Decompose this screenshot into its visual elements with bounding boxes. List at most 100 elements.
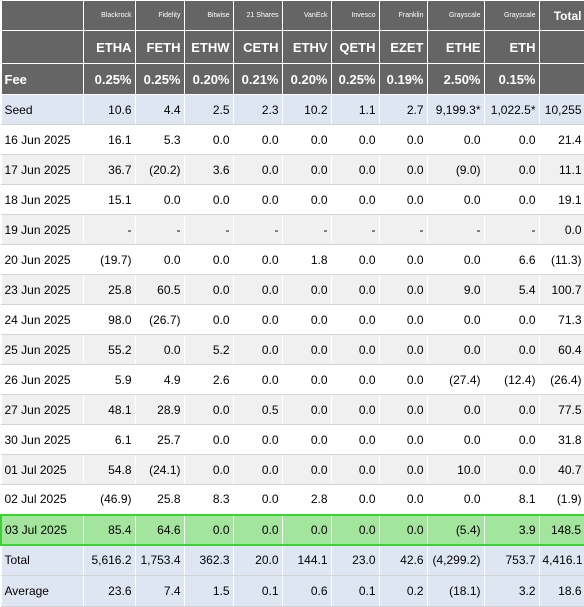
ticker-header-cell: ETHA <box>82 30 136 64</box>
issuer-header-cell: Blackrock <box>82 0 136 31</box>
flow-cell: 0.0 <box>330 513 380 546</box>
row-label: 18 Jun 2025 <box>0 184 84 215</box>
flow-cell: 0.0 <box>330 454 380 485</box>
flow-cell: 2.6 <box>183 364 234 395</box>
flow-cell: (12.4) <box>483 364 540 395</box>
flow-cell: 0.0 <box>232 304 283 335</box>
flow-cell: 0.0 <box>426 484 485 515</box>
flow-cell: 31.8 <box>538 424 584 455</box>
ticker-header-cell: ETHE <box>426 30 485 64</box>
fee-cell: 0.19% <box>378 63 428 95</box>
fee-cell <box>538 63 584 95</box>
flow-cell: 0.0 <box>281 364 332 395</box>
flow-cell: 0.0 <box>483 184 540 215</box>
flow-cell: 6.1 <box>82 424 136 455</box>
flow-cell: (27.4) <box>426 364 485 395</box>
flow-cell: - <box>134 214 185 245</box>
flow-cell: 0.0 <box>232 454 283 485</box>
flow-cell: 2.8 <box>281 484 332 515</box>
flow-cell: 0.0 <box>281 304 332 335</box>
flow-cell: 8.3 <box>183 484 234 515</box>
issuer-header-cell: 21 Shares <box>232 0 283 31</box>
flow-cell: 0.0 <box>183 124 234 155</box>
flow-cell: 0.1 <box>330 575 380 607</box>
flow-cell: 6.6 <box>483 244 540 275</box>
flow-cell: 10,255 <box>538 94 584 125</box>
flow-cell: 0.0 <box>330 304 380 335</box>
flow-cell: 2.3 <box>232 94 283 125</box>
flow-cell: 5.3 <box>134 124 185 155</box>
flow-cell: 3.2 <box>483 575 540 607</box>
fee-cell: 0.25% <box>134 63 185 95</box>
flow-cell: 5,616.2 <box>82 544 136 576</box>
table-row: 01 Jul 2025 54.8 (24.1) 0.0 0.0 0.0 0.0 0.0 10.0… <box>0 454 584 485</box>
ticker-header-cell: QETH <box>330 30 380 64</box>
flow-cell: 8.1 <box>483 484 540 515</box>
flow-cell: 5.4 <box>483 274 540 305</box>
table-row: Total 5,616.2 1,753.4 362.3 20.0 144.1 23.0 42.… <box>0 544 584 576</box>
flow-cell: 0.0 <box>330 334 380 365</box>
row-label: 03 Jul 2025 <box>0 513 84 546</box>
flow-cell: 0.0 <box>483 454 540 485</box>
flow-cell: 25.8 <box>134 484 185 515</box>
issuer-header-cell: Invesco <box>330 0 380 31</box>
fee-row: Fee 0.25% 0.25% 0.20% 0.21% 0.20% 0.25% … <box>0 63 584 95</box>
flow-cell: (18.1) <box>426 575 485 607</box>
flow-cell: 42.6 <box>378 544 428 576</box>
flow-cell: 100.7 <box>538 274 584 305</box>
flow-cell: 0.0 <box>378 364 428 395</box>
flow-cell: 60.4 <box>538 334 584 365</box>
flow-cell: (11.3) <box>538 244 584 275</box>
flow-cell: 60.5 <box>134 274 185 305</box>
flow-cell: 0.0 <box>330 244 380 275</box>
flow-cell: 0.0 <box>134 244 185 275</box>
flow-cell: 0.0 <box>232 334 283 365</box>
flow-cell: 0.0 <box>232 184 283 215</box>
flow-cell: 0.0 <box>281 274 332 305</box>
flow-cell: 0.0 <box>483 154 540 185</box>
flow-cell: - <box>82 214 136 245</box>
flow-cell: - <box>483 214 540 245</box>
flow-cell: 0.0 <box>378 274 428 305</box>
flow-cell: 40.7 <box>538 454 584 485</box>
flow-cell: 23.6 <box>82 575 136 607</box>
issuer-header-cell: Fidelity <box>134 0 185 31</box>
issuer-header-cell: Bitwise <box>183 0 234 31</box>
flow-cell: (4,299.2) <box>426 544 485 576</box>
flow-cell: 362.3 <box>183 544 234 576</box>
row-label: 27 Jun 2025 <box>0 394 84 425</box>
table-row: 02 Jul 2025 (46.9) 25.8 8.3 0.0 2.8 0.0 0.0 0.0 8… <box>0 484 584 515</box>
flow-cell: 20.0 <box>232 544 283 576</box>
flow-cell: (46.9) <box>82 484 136 515</box>
flow-cell: 0.0 <box>232 244 283 275</box>
fee-cell: 0.25% <box>82 63 136 95</box>
fee-cell: 2.50% <box>426 63 485 95</box>
flow-cell: - <box>426 214 485 245</box>
ticker-header-cell: ETH <box>483 30 540 64</box>
flow-cell: 0.0 <box>134 334 185 365</box>
flow-cell: 0.0 <box>281 513 332 546</box>
flow-cell: 4,416.1 <box>538 544 584 576</box>
flow-cell: 0.0 <box>330 124 380 155</box>
flow-cell: 98.0 <box>82 304 136 335</box>
flow-cell: - <box>281 214 332 245</box>
ticker-header-cell: ETHW <box>183 30 234 64</box>
issuer-header-cell: Franklin <box>378 0 428 31</box>
flow-cell: 0.0 <box>483 394 540 425</box>
row-label: 19 Jun 2025 <box>0 214 84 245</box>
flow-cell: 0.0 <box>232 124 283 155</box>
flow-cell: (19.7) <box>82 244 136 275</box>
row-label: 16 Jun 2025 <box>0 124 84 155</box>
flow-cell: 0.0 <box>378 484 428 515</box>
flow-cell: 0.0 <box>378 513 428 546</box>
flow-cell: 0.0 <box>232 154 283 185</box>
flow-cell: 0.0 <box>281 334 332 365</box>
flow-cell: 5.2 <box>183 334 234 365</box>
ticker-header-cell <box>538 30 584 64</box>
flow-cell: 0.0 <box>378 154 428 185</box>
flow-cell: 11.1 <box>538 154 584 185</box>
flow-cell: 15.1 <box>82 184 136 215</box>
flow-cell: 0.0 <box>426 184 485 215</box>
flow-cell: 0.0 <box>426 424 485 455</box>
